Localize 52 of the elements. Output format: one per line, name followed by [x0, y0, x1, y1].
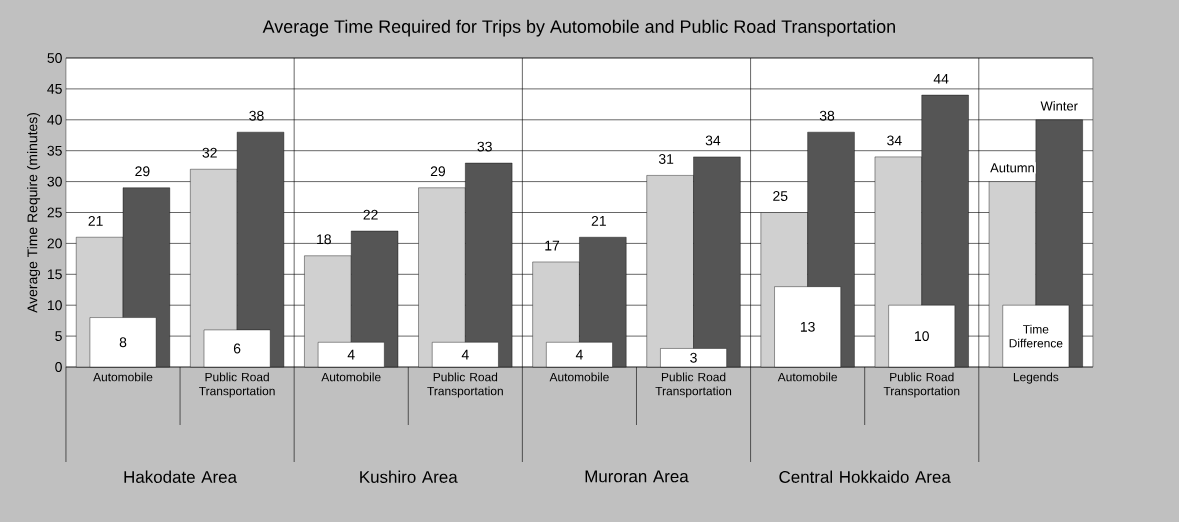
data-label: 34 [705, 135, 721, 146]
x-tick-label: Automobile [93, 372, 153, 382]
data-label: 25 [773, 191, 788, 201]
y-tick-label: 45 [47, 84, 62, 94]
data-label: 38 [819, 110, 835, 121]
text: Hakodate Area [124, 470, 237, 483]
y-tick-label: 25 [47, 207, 62, 218]
data-label: 34 [887, 135, 902, 146]
data-label: 3 [690, 352, 697, 363]
data-label: 29 [135, 166, 150, 177]
data-label: 21 [88, 215, 103, 226]
text: Kushiro Area [360, 470, 458, 483]
x-tick-label: Public Road Transportation [199, 372, 275, 398]
x-tick-label: Automobile [321, 372, 381, 382]
x-tick-label: Public Road Transportation [427, 372, 503, 398]
data-label: 21 [591, 215, 606, 226]
data-label: 33 [477, 141, 492, 152]
x-tick-label: Public Road Transportation [883, 372, 960, 398]
x-tick-label: Automobile [777, 372, 837, 382]
data-label: 31 [658, 154, 674, 164]
y-tick-label: 35 [47, 145, 62, 156]
data-label: 13 [800, 321, 815, 332]
y-tick-label: 30 [47, 176, 62, 187]
y-tick-label: 5 [55, 331, 62, 341]
data-label: 4 [575, 349, 583, 360]
y-axis-title: Average Time Require (minutes) [27, 113, 41, 313]
data-label: 38 [249, 110, 264, 121]
series-label: Winter [1040, 101, 1078, 111]
y-tick-label: 50 [47, 53, 62, 63]
text: Muroran Area [585, 470, 689, 483]
x-tick-label: Legends [1013, 372, 1059, 384]
data-label: 18 [317, 234, 331, 245]
data-label: 4 [347, 349, 355, 360]
data-label: 6 [233, 343, 241, 354]
data-label: 10 [915, 331, 929, 342]
y-tick-label: 10 [47, 300, 62, 311]
data-label: 17 [545, 240, 560, 251]
y-tick-label: 0 [55, 362, 62, 372]
chart-title: Average Time Required for Trips by Automobile and Public Road Transportation [262, 19, 895, 37]
data-label: 29 [430, 166, 446, 177]
series-label: Autumn [990, 163, 1034, 173]
series-label: Time Difference [1009, 324, 1063, 348]
y-tick-label: 40 [47, 114, 62, 125]
y-tick-label: 20 [47, 238, 62, 249]
x-tick-label: Public Road Transportation [655, 372, 732, 398]
data-label: 4 [461, 349, 469, 360]
data-label: 44 [933, 73, 949, 84]
data-label: 8 [119, 337, 127, 348]
data-label: 32 [202, 147, 217, 158]
x-tick-label: Automobile [549, 372, 609, 382]
y-tick-label: 15 [47, 269, 62, 280]
text: Central Hokkaido Area [779, 470, 951, 483]
